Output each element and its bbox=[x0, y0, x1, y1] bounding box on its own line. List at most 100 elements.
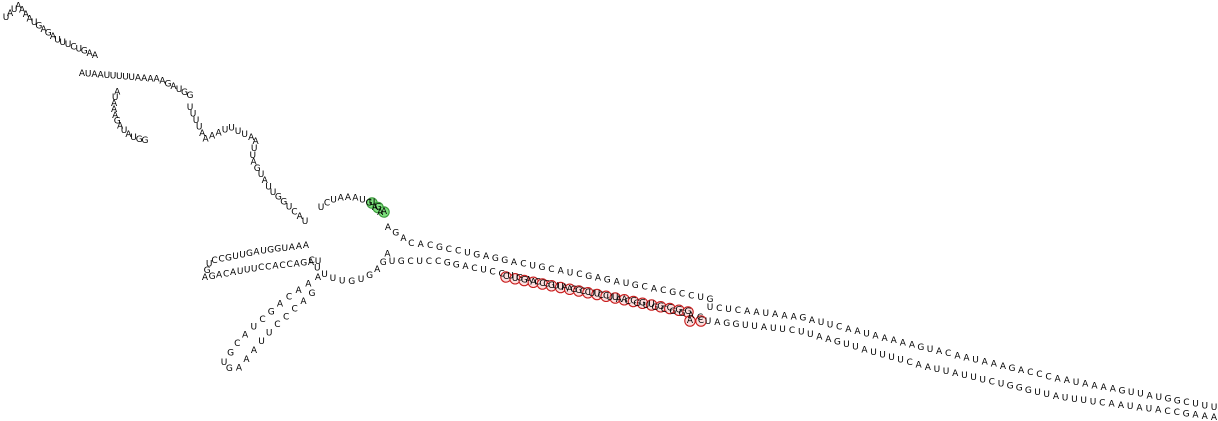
nucleotide-stem-right-top: A bbox=[418, 240, 425, 250]
nucleotide-stem-right-top: C bbox=[408, 239, 414, 249]
nucleotide-tail-right-bottom: A bbox=[816, 333, 823, 343]
nucleotide-hairpin-lower: C bbox=[234, 339, 240, 349]
nucleotide-arm-upper-5p: U bbox=[116, 72, 123, 82]
nucleotide-stem-right-top: G bbox=[492, 254, 499, 264]
nucleotide-stem-right-top: G bbox=[632, 281, 639, 291]
nucleotide-central-loop-bottom: U bbox=[358, 275, 365, 285]
nucleotide-central-loop-top: A bbox=[352, 194, 359, 204]
nucleotide-tail-right-top: C bbox=[1036, 370, 1042, 380]
nucleotide-stem-right-top: C bbox=[446, 245, 452, 255]
nucleotide-tail-right-top: A bbox=[744, 307, 751, 317]
nucleotide-tail-right-bottom: U bbox=[870, 348, 877, 358]
nucleotide-arm-upper-3p: U bbox=[258, 170, 265, 180]
nucleotide-hairpin-lower: A bbox=[242, 331, 249, 341]
nucleotide-tail-right-top: U bbox=[827, 320, 834, 330]
nucleotide-tail-right-top: A bbox=[791, 312, 798, 322]
nucleotide-tail-right-bottom: U bbox=[961, 371, 968, 381]
nucleotide-highlighted-region: A bbox=[567, 284, 574, 294]
nucleotide-stem-right-top: A bbox=[651, 284, 658, 294]
nucleotide-stem-right-bottom: U bbox=[607, 293, 614, 303]
nucleotide-tail-right-bottom: U bbox=[888, 353, 895, 363]
nucleotide-hairpin-left: A bbox=[303, 241, 310, 251]
nucleotide-hairpin-lower: A bbox=[243, 355, 250, 365]
nucleotide-hairpin-lower: A bbox=[277, 300, 284, 310]
nucleotide-tail-right-top: U bbox=[707, 303, 714, 313]
nucleotide-arm-upper-3p: U bbox=[302, 217, 309, 227]
nucleotide-tail-top-left: A bbox=[92, 51, 99, 61]
nucleotide-stem-right-bottom: C bbox=[498, 269, 504, 279]
nucleotide-arm-upper-3p: U bbox=[222, 125, 229, 135]
nucleotide-stem-right-top: C bbox=[642, 283, 648, 293]
nucleotide-tail-right-bottom: A bbox=[1202, 412, 1209, 421]
nucleotide-arm-upper-3p: G bbox=[254, 164, 261, 174]
nucleotide-stem-right-top: U bbox=[567, 268, 574, 278]
nucleotide-hairpin-left: C bbox=[279, 261, 285, 271]
nucleotide-tail-right-top: U bbox=[1073, 378, 1080, 388]
nucleotide-stem-right-bottom: G bbox=[651, 303, 658, 313]
start-codon-marker bbox=[378, 206, 390, 218]
nucleotide-stem-right-bottom: C bbox=[407, 257, 413, 267]
nucleotide-hairpin-left: A bbox=[296, 242, 303, 252]
nucleotide-hairpin-left: G bbox=[209, 272, 216, 282]
nucleotide-highlighted-region: C bbox=[630, 297, 636, 307]
nucleotide-stem-right-top: A bbox=[400, 234, 407, 244]
nucleotide-tail-right-top: U bbox=[763, 309, 770, 319]
nucleotide-stem-right-bottom: U bbox=[389, 257, 396, 267]
nucleotide-tail-top-left: A bbox=[23, 10, 30, 20]
nucleotide-hairpin-lower: G bbox=[309, 289, 316, 299]
nucleotide-tail-top-left: G bbox=[35, 22, 42, 32]
nucleotide-stem-right-bottom: G bbox=[633, 299, 640, 309]
nucleotide-hairpin-left: C bbox=[211, 256, 217, 266]
nucleotide-tail-right-bottom: U bbox=[1062, 394, 1069, 404]
nucleotide-tail-right-bottom: U bbox=[798, 327, 805, 337]
nucleotide-tail-right-top: A bbox=[909, 341, 916, 351]
nucleotide-stem-right-top: G bbox=[392, 229, 399, 239]
nucleotide-tail-right-top: A bbox=[1101, 383, 1108, 393]
nucleotide-central-loop-bottom: G bbox=[380, 258, 387, 268]
nucleotide-tail-right-top: A bbox=[781, 311, 788, 321]
nucleotide-central-loop-top: U bbox=[359, 196, 366, 206]
nucleotide-tail-right-top: A bbox=[882, 334, 889, 344]
nucleotide-arm-upper-3p: U bbox=[228, 124, 235, 134]
nucleotide-central-loop-bottom: U bbox=[314, 264, 321, 274]
nucleotide-tail-right-bottom: U bbox=[843, 340, 850, 350]
nucleotide-highlighted-region: C bbox=[603, 291, 609, 301]
nucleotide-stem-right-top: U bbox=[529, 261, 536, 271]
nucleotide-tail-right-bottom: C bbox=[1099, 399, 1105, 409]
nucleotide-arm-upper-5p: U bbox=[104, 71, 111, 81]
nucleotide-hairpin-lower: C bbox=[259, 315, 265, 325]
nucleotide-hairpin-lower: C bbox=[292, 305, 298, 315]
nucleotide-highlighted-region: A bbox=[687, 316, 694, 326]
nucleotide-hairpin-left: U bbox=[232, 252, 239, 262]
nucleotide-tail-right-bottom: U bbox=[852, 343, 859, 353]
nucleotide-arm-upper-3p: A bbox=[209, 132, 216, 142]
nucleotide-tail-right-top: U bbox=[1137, 390, 1144, 400]
nucleotide-central-loop-bottom: U bbox=[321, 270, 328, 280]
nucleotide-hairpin-left: A bbox=[230, 268, 237, 278]
nucleotide-stem-right-bottom: U bbox=[480, 266, 487, 276]
nucleotide-arm-upper-3p: G bbox=[280, 198, 287, 208]
nucleotide-tail-top-left: G bbox=[45, 28, 52, 38]
nucleotide-tail-right-top: U bbox=[1128, 388, 1135, 398]
nucleotide-stem-right-top: C bbox=[455, 247, 461, 257]
nucleotide-tail-right-top: A bbox=[1000, 362, 1007, 372]
nucleotide-stem-right-top: G bbox=[604, 276, 611, 286]
nucleotide-hairpin-left: G bbox=[267, 246, 274, 256]
nucleotide-tail-right-bottom: C bbox=[989, 377, 995, 387]
nucleotide-stem-right-bottom: G bbox=[398, 257, 405, 267]
nucleotide-tail-right-top: C bbox=[1045, 372, 1051, 382]
nucleotide-stem-right-top: G bbox=[436, 243, 443, 253]
nucleotide-hairpin-left: A bbox=[289, 243, 296, 253]
nucleotide-loop-left: G bbox=[136, 135, 143, 145]
nucleotide-stem-right-bottom: G bbox=[570, 285, 577, 295]
nucleotide-highlighted-region: G bbox=[657, 302, 664, 312]
nucleotide-hairpin-left: U bbox=[282, 244, 289, 254]
nucleotide-tail-right-bottom: U bbox=[705, 317, 712, 327]
nucleotide-hairpin-lower: A bbox=[236, 364, 243, 374]
nucleotide-hairpin-left: C bbox=[223, 269, 229, 279]
nucleotide-arm-upper-3p: A bbox=[199, 129, 206, 139]
nucleotide-hairpin-left: G bbox=[225, 253, 232, 263]
nucleotide-tail-right-bottom: G bbox=[723, 319, 730, 329]
nucleotide-loop-left: G bbox=[114, 116, 121, 126]
nucleotide-highlighted-region: U bbox=[512, 274, 519, 284]
